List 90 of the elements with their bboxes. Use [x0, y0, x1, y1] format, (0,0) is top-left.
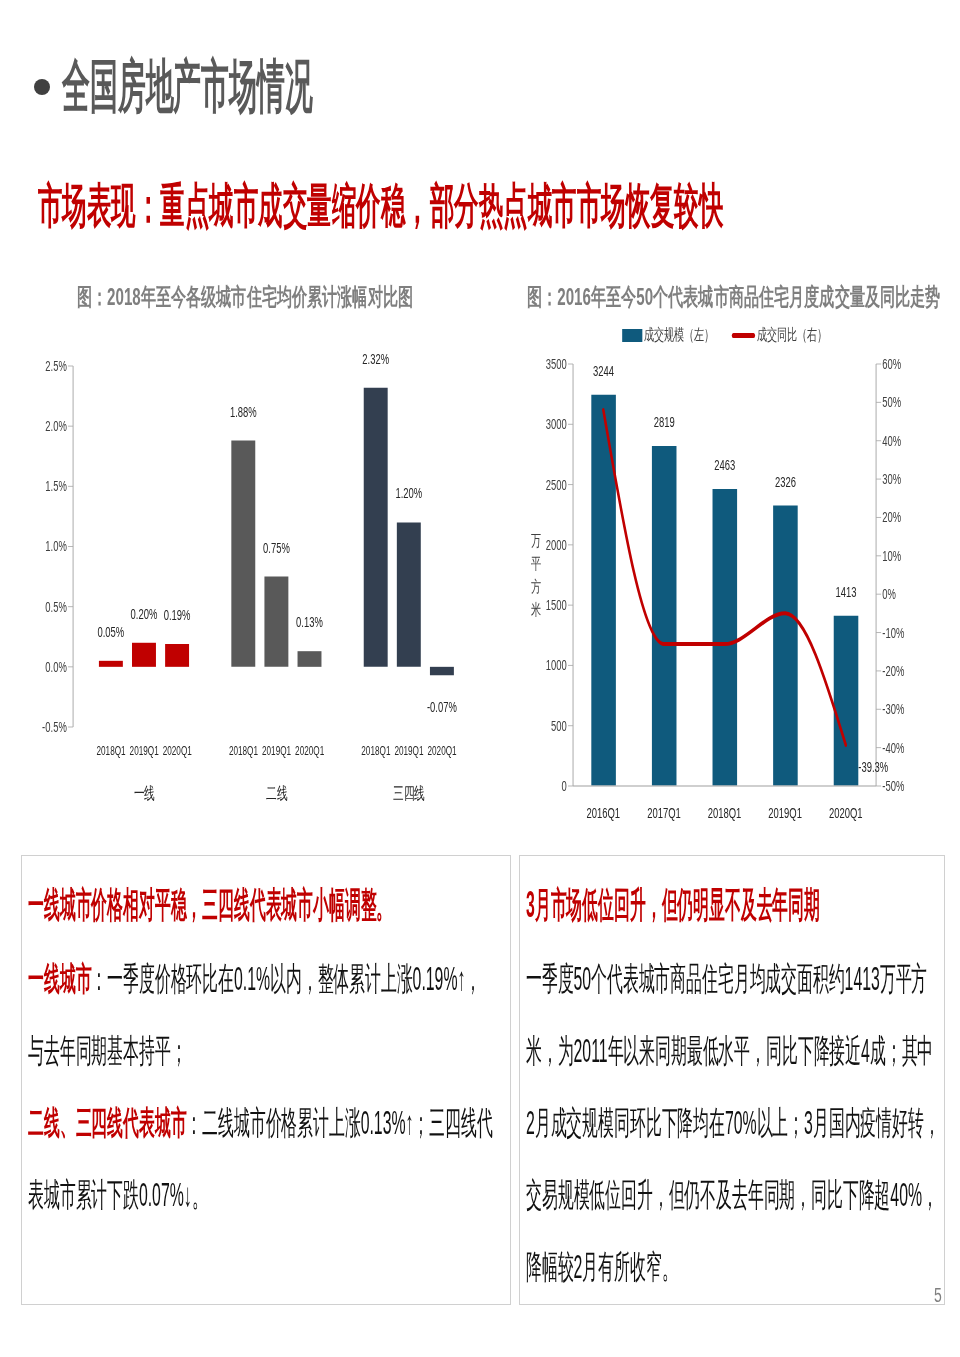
- y2-tick-label: -20%: [882, 662, 905, 680]
- text: 5: [934, 1284, 942, 1306]
- y-tick-label: -0.5%: [42, 718, 67, 736]
- x-tick-label: 2020Q1: [828, 804, 863, 822]
- y-tick-label: 0: [561, 777, 567, 795]
- bar: [429, 666, 454, 676]
- y-tick-label: 3500: [545, 355, 567, 373]
- y2-tick-label: 0%: [882, 586, 897, 603]
- text: ：二线城市价格累计上涨0.13%↑；三四线代: [186, 1104, 493, 1141]
- y-tick-label: 2000: [545, 536, 567, 554]
- text: 二线: [266, 783, 288, 803]
- y-tick-label: 2.0%: [45, 418, 67, 435]
- data-label: 0.20%: [130, 605, 158, 623]
- data-label: 2.32%: [362, 350, 390, 368]
- y-tick-label: 1000: [545, 657, 567, 675]
- chart-title: 图：2016年至今50个代表城市商品住宅月度成交量及同比走势: [527, 283, 941, 310]
- bar: [833, 615, 859, 786]
- data-label: 3244: [593, 362, 615, 380]
- y-tick-label: 1500: [545, 596, 567, 614]
- y2-tick-label: 60%: [882, 355, 902, 373]
- x-tick-label: 2020Q1: [295, 743, 325, 758]
- bar: [651, 446, 677, 786]
- y2-tick-label: -40%: [882, 739, 905, 757]
- data-label: -0.07%: [426, 699, 457, 716]
- y2-tick-label: -50%: [882, 777, 905, 795]
- x-tick-label: 2018Q1: [361, 743, 391, 758]
- text: 一线: [133, 783, 155, 803]
- y2-tick-label: 50%: [882, 394, 902, 411]
- bar: [712, 489, 738, 786]
- data-label: 0.19%: [163, 606, 191, 624]
- data-label: 0.05%: [97, 623, 125, 641]
- text: 与去年同期基本持平；: [28, 1032, 187, 1069]
- y-tick-label: 500: [550, 717, 567, 735]
- bar: [165, 643, 190, 667]
- x-tick-label: 2016Q1: [586, 804, 621, 822]
- y-tick-label: 0.5%: [45, 598, 67, 616]
- data-label: 1.88%: [229, 403, 257, 421]
- bar: [231, 440, 256, 667]
- text: 一线城市: [28, 960, 92, 997]
- x-tick-label: 2019Q1: [262, 743, 292, 758]
- legend-label: 成交规模（左）: [643, 325, 715, 345]
- data-label: 1413: [835, 583, 857, 601]
- text: 全国房地产市场情况: [62, 53, 313, 118]
- text: 3月市场低位回升，但仍明显不及去年同期: [526, 884, 820, 925]
- y2-tick-label: 10%: [882, 547, 902, 565]
- text: 表城市累计下跌0.07%↓。: [28, 1176, 208, 1213]
- y-tick-label: 1.5%: [45, 478, 67, 495]
- data-label: -39.3%: [858, 758, 889, 776]
- x-tick-label: 2019Q1: [394, 743, 424, 758]
- x-tick-label: 2019Q1: [768, 804, 802, 822]
- bar: [98, 660, 123, 667]
- text: 二线、三四线代表城市: [28, 1104, 187, 1141]
- y2-tick-label: 20%: [882, 509, 902, 527]
- data-label: 2463: [714, 456, 736, 474]
- text: 一线城市价格相对平稳，三四线代表城市小幅调整。: [28, 884, 393, 925]
- data-label: 2326: [774, 473, 796, 491]
- x-tick-label: 2018Q1: [96, 743, 126, 758]
- bar: [363, 387, 388, 667]
- data-label: 2819: [653, 413, 675, 431]
- data-label: 0.13%: [296, 614, 323, 631]
- x-tick-label: 2020Q1: [427, 743, 457, 758]
- bar: [132, 642, 156, 667]
- chart-title: 图：2018年至今各级城市住宅均价累计涨幅对比图: [76, 283, 413, 310]
- y2-tick-label: -10%: [882, 624, 905, 642]
- data-label: 1.20%: [395, 485, 423, 503]
- y2-tick-label: -30%: [882, 701, 905, 718]
- x-tick-label: 2018Q1: [707, 804, 742, 822]
- y2-tick-label: 30%: [882, 470, 902, 488]
- y-tick-label: 3000: [545, 416, 567, 433]
- y-axis-title: 万平方米: [531, 532, 542, 618]
- bar: [264, 576, 289, 667]
- bar: [297, 651, 322, 667]
- x-tick-label: 2017Q1: [647, 804, 681, 822]
- y2-tick-label: 40%: [882, 432, 902, 450]
- data-label: 0.75%: [263, 539, 290, 557]
- text: 一季度50个代表城市商品住宅月均成交面积约1413万平方米，为2011年以来同期最低水平，同比下降接近4成；其中2月成交规模同环比下降均在70%以上；3月国内疫情好转，交易规模低位回升，但仍不及去年同期，同比下降超40%，降幅较2月有所收窄。: [526, 960, 940, 1285]
- bar: [773, 505, 798, 786]
- bar: [396, 522, 421, 667]
- legend-label: 成交同比（右）: [756, 325, 828, 345]
- y-tick-label: 1.0%: [45, 538, 67, 556]
- y-tick-label: 0.0%: [45, 658, 67, 676]
- x-tick-label: 2018Q1: [228, 743, 259, 758]
- text: 市场表现：重点城市成交量缩价稳，部分热点城市市场恢复较快: [38, 179, 724, 232]
- text: 三四线: [393, 783, 425, 803]
- bar: [591, 394, 616, 786]
- y-tick-label: 2500: [545, 476, 567, 494]
- x-tick-label: 2019Q1: [129, 743, 159, 758]
- x-tick-label: 2020Q1: [162, 743, 192, 758]
- text: ：一季度价格环比在0.1%以内，整体累计上涨0.19%↑，: [91, 960, 482, 997]
- y-tick-label: 2.5%: [45, 357, 67, 375]
